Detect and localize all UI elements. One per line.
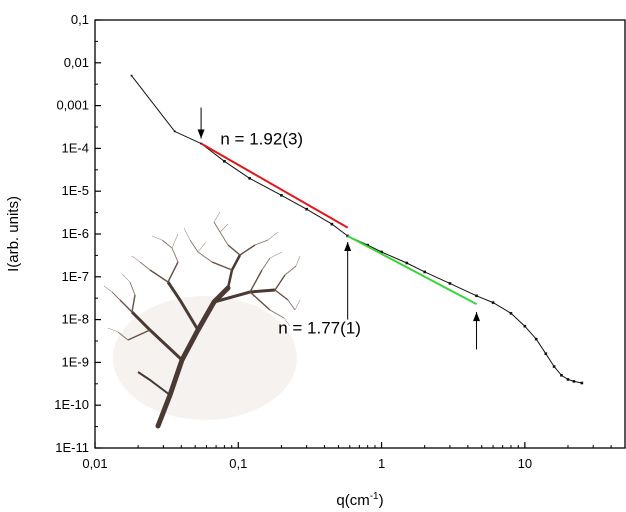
fit-line: [200, 142, 349, 229]
data-point: [475, 294, 478, 298]
data-point: [248, 177, 251, 180]
y-tick-label: 0,1: [71, 12, 89, 27]
y-tick-label: 1E-9: [62, 354, 89, 369]
data-point: [509, 312, 513, 315]
annotations: n = 1.92(3) n = 1.77(1): [220, 130, 361, 338]
x-tick-label: 0,01: [82, 456, 107, 471]
data-point: [366, 243, 369, 247]
x-axis-tick-labels: 0,01 0,1 1 10: [82, 456, 532, 471]
arrows: [197, 107, 481, 350]
data-point: [380, 250, 383, 254]
data-point: [523, 324, 527, 328]
y-tick-label: 1E-6: [62, 226, 89, 241]
data-point: [534, 337, 538, 341]
data-point: [405, 261, 409, 265]
y-axis-title: I(arb. units): [5, 196, 22, 272]
y-tick-label: 0,01: [64, 55, 89, 70]
y-tick-label: 1E-7: [62, 269, 89, 284]
data-point: [448, 282, 452, 285]
arrow-head: [197, 129, 205, 139]
data-point: [330, 222, 334, 226]
annotation-label: n = 1.92(3): [220, 130, 303, 149]
data-point: [173, 130, 176, 133]
data-point: [280, 194, 283, 197]
arrow-head: [344, 242, 352, 252]
x-tick-label: 10: [518, 456, 532, 471]
data-point: [544, 352, 548, 355]
data-point: [552, 365, 556, 368]
data-point: [423, 270, 426, 274]
y-tick-label: 1E-11: [55, 440, 89, 455]
y-tick-label: 1E-8: [62, 312, 89, 327]
data-point: [560, 373, 563, 377]
fit-lines: [200, 142, 477, 305]
fit-line: [347, 235, 477, 305]
y-axis-tick-labels: 0,1 0,01 0,001 1E-4 1E-5 1E-6 1E-7 1E-8 1E-9 1E-1…: [54, 12, 89, 455]
x-tick-label: 1: [378, 456, 385, 471]
data-point: [223, 159, 226, 163]
data-point: [572, 380, 576, 383]
arrow-head: [473, 312, 481, 322]
y-tick-label: 1E-10: [54, 397, 89, 412]
y-tick-label: 1E-5: [62, 183, 89, 198]
data-point: [566, 378, 570, 381]
x-tick-label: 0,1: [229, 456, 247, 471]
data-point: [305, 207, 308, 211]
annotation-label: n = 1.77(1): [278, 319, 361, 338]
y-tick-label: 0,001: [56, 98, 89, 113]
axis-ticks: [94, 19, 626, 449]
tree-inset-image: [103, 211, 301, 429]
y-tick-label: 1E-4: [62, 140, 89, 155]
data-point: [580, 381, 584, 385]
data-point: [491, 301, 495, 304]
x-axis-title: q(cm-1): [336, 491, 383, 509]
data-point: [130, 74, 133, 77]
